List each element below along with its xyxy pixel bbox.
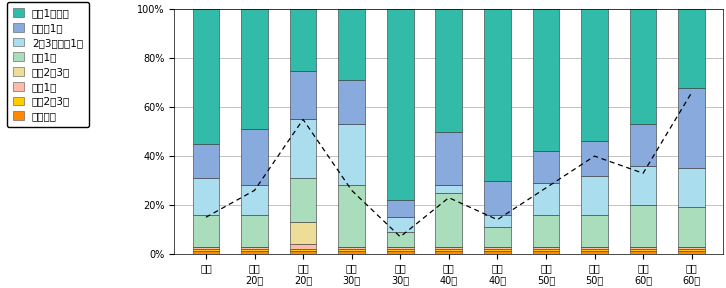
Bar xyxy=(581,176,608,215)
Bar xyxy=(241,129,268,185)
Bar xyxy=(241,185,268,215)
Bar xyxy=(241,247,268,249)
Legend: 年に1回以下, 半年に1回, 2～3カ月に1回, 月に1回, 月に2～3回, 週に1回, 週に2～3回, ほぼ毎日: 年に1回以下, 半年に1回, 2～3カ月に1回, 月に1回, 月に2～3回, 週… xyxy=(7,2,89,127)
Bar xyxy=(629,251,656,254)
Bar xyxy=(629,10,656,124)
Bar xyxy=(192,251,219,254)
Bar xyxy=(581,141,608,176)
Bar xyxy=(581,249,608,251)
Bar xyxy=(533,247,559,249)
Bar xyxy=(581,251,608,254)
Bar xyxy=(436,193,462,247)
Bar xyxy=(387,200,414,217)
Bar xyxy=(338,185,365,247)
Bar xyxy=(387,10,414,200)
Bar xyxy=(338,10,365,80)
Bar xyxy=(241,215,268,247)
Bar xyxy=(192,178,219,215)
Bar xyxy=(192,10,219,144)
Bar xyxy=(387,251,414,254)
Bar xyxy=(436,185,462,193)
Bar xyxy=(387,247,414,249)
Bar xyxy=(581,215,608,247)
Bar xyxy=(338,249,365,251)
Bar xyxy=(581,247,608,249)
Bar xyxy=(290,71,317,120)
Bar xyxy=(533,10,559,151)
Bar xyxy=(387,232,414,247)
Bar xyxy=(436,247,462,249)
Bar xyxy=(581,7,608,141)
Bar xyxy=(678,10,705,88)
Bar xyxy=(192,247,219,249)
Bar xyxy=(484,251,510,254)
Bar xyxy=(484,181,510,215)
Bar xyxy=(533,251,559,254)
Bar xyxy=(192,249,219,251)
Bar xyxy=(192,144,219,178)
Bar xyxy=(629,247,656,249)
Bar xyxy=(241,249,268,251)
Bar xyxy=(629,166,656,205)
Bar xyxy=(533,249,559,251)
Bar xyxy=(533,183,559,215)
Bar xyxy=(338,124,365,185)
Bar xyxy=(436,251,462,254)
Bar xyxy=(629,205,656,247)
Bar xyxy=(241,251,268,254)
Bar xyxy=(629,124,656,166)
Bar xyxy=(290,178,317,222)
Bar xyxy=(290,120,317,178)
Bar xyxy=(241,10,268,129)
Bar xyxy=(484,227,510,247)
Bar xyxy=(290,249,317,251)
Bar xyxy=(678,249,705,251)
Bar xyxy=(192,215,219,247)
Bar xyxy=(387,217,414,232)
Bar xyxy=(678,88,705,168)
Bar xyxy=(290,10,317,71)
Bar xyxy=(678,251,705,254)
Bar xyxy=(678,247,705,249)
Bar xyxy=(484,249,510,251)
Bar xyxy=(338,251,365,254)
Bar xyxy=(338,80,365,124)
Bar xyxy=(533,215,559,247)
Bar xyxy=(290,251,317,254)
Bar xyxy=(338,247,365,249)
Bar xyxy=(484,215,510,227)
Bar xyxy=(629,249,656,251)
Bar xyxy=(290,244,317,249)
Bar xyxy=(436,10,462,132)
Bar xyxy=(436,249,462,251)
Bar xyxy=(290,222,317,244)
Bar xyxy=(484,10,510,181)
Bar xyxy=(436,132,462,185)
Bar xyxy=(678,207,705,247)
Bar xyxy=(387,249,414,251)
Bar xyxy=(533,151,559,183)
Bar xyxy=(678,168,705,207)
Bar xyxy=(484,247,510,249)
